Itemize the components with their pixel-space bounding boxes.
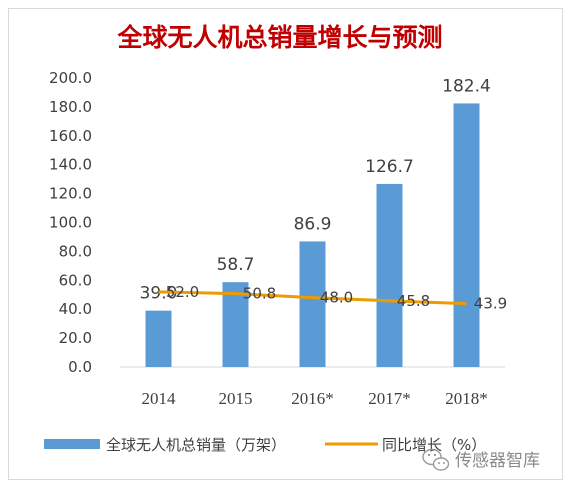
y-tick-label: 80.0 bbox=[59, 242, 92, 260]
legend: 全球无人机总销量（万架） 同比增长（%） bbox=[44, 436, 486, 454]
x-tick-label: 2014 bbox=[142, 389, 177, 408]
y-tick-label: 100.0 bbox=[49, 214, 92, 232]
x-tick-label: 2017* bbox=[368, 389, 411, 408]
bar bbox=[299, 241, 326, 367]
bar bbox=[376, 183, 403, 367]
x-tick-label: 2018* bbox=[445, 389, 488, 408]
y-tick-label: 60.0 bbox=[59, 271, 92, 289]
line-series: 52.0 50.8 48.0 45.8 43.9 bbox=[158, 283, 507, 313]
x-tick-label: 2015 bbox=[219, 389, 253, 408]
bar bbox=[145, 310, 172, 367]
bar-series: 39.0 58.7 86.9 126.7 182.4 bbox=[140, 76, 491, 367]
wechat-icon bbox=[422, 448, 450, 471]
chart-title: 全球无人机总销量增长与预测 bbox=[116, 23, 442, 52]
bar-data-label: 58.7 bbox=[217, 255, 255, 275]
y-axis: 0.0 20.0 40.0 60.0 80.0 100.0 120.0 140.0 160.0 1… bbox=[49, 69, 92, 376]
y-tick-label: 160.0 bbox=[49, 127, 92, 145]
line-data-label: 45.8 bbox=[397, 292, 430, 310]
legend-swatch-bar bbox=[44, 439, 100, 449]
x-tick-label: 2016* bbox=[291, 389, 334, 408]
legend-label-line: 同比增长（%） bbox=[382, 436, 486, 454]
bar-data-label: 86.9 bbox=[294, 214, 332, 234]
legend-label-bar: 全球无人机总销量（万架） bbox=[106, 436, 286, 454]
watermark-text: 传感器智库 bbox=[455, 451, 540, 471]
y-tick-label: 200.0 bbox=[49, 69, 92, 87]
line-data-label: 50.8 bbox=[243, 285, 276, 303]
line-data-label: 52.0 bbox=[166, 283, 199, 301]
y-tick-label: 20.0 bbox=[59, 329, 92, 347]
bar bbox=[453, 103, 480, 367]
watermark: 传感器智库 bbox=[422, 448, 540, 471]
bar-data-label: 126.7 bbox=[365, 157, 414, 177]
line-data-label: 48.0 bbox=[320, 289, 353, 307]
y-tick-label: 120.0 bbox=[49, 185, 92, 203]
bar-data-label: 182.4 bbox=[442, 76, 491, 96]
y-tick-label: 180.0 bbox=[49, 98, 92, 116]
y-tick-label: 40.0 bbox=[59, 300, 92, 318]
bar-data-label: 39.0 bbox=[140, 284, 178, 304]
x-axis: 2014 2015 2016* 2017* 2018* bbox=[142, 389, 488, 408]
line-data-label: 43.9 bbox=[474, 295, 507, 313]
y-tick-label: 0.0 bbox=[68, 358, 92, 376]
y-tick-label: 140.0 bbox=[49, 156, 92, 174]
bar bbox=[222, 282, 249, 367]
